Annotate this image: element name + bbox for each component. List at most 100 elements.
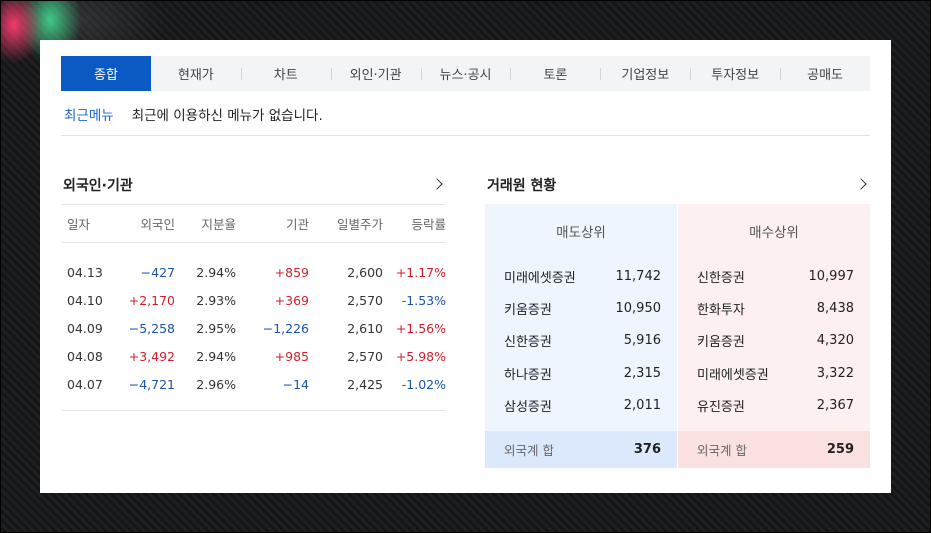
broker-volume: 2,315 — [623, 365, 661, 381]
foreign-cell: +2,170 — [128, 292, 175, 308]
broker-name: 한화투자 — [697, 302, 745, 318]
tab-summary[interactable]: 종합 — [61, 56, 151, 91]
list-item[interactable]: 신한증권 10,997 — [678, 260, 870, 292]
list-item[interactable]: 삼성증권 2,011 — [485, 389, 677, 421]
broker-name: 삼성증권 — [504, 399, 552, 415]
broker-name: 키움증권 — [504, 302, 552, 318]
broker-volume: 5,916 — [623, 333, 661, 349]
table-header: 일자 외국인 지분율 기관 일별주가 등락률 — [61, 204, 446, 243]
price-cell: 2,570 — [347, 348, 383, 364]
institution-cell: −1,226 — [262, 320, 309, 336]
broker-name: 유진증권 — [697, 399, 745, 415]
broker-name: 신한증권 — [504, 335, 552, 351]
share-cell: 2.93% — [196, 292, 236, 308]
date-cell: 04.10 — [67, 292, 103, 308]
tab-current-price[interactable]: 현재가 — [177, 68, 214, 83]
foreign-sum-row: 외국계 합 376 — [485, 431, 677, 468]
date-cell: 04.08 — [67, 348, 103, 364]
table-row: 04.09 −5,258 2.95% −1,226 2,610 +1.56% — [61, 314, 446, 342]
broker-name: 미래에셋증권 — [504, 270, 576, 286]
tab-news-disclosure[interactable]: 뉴스·공시 — [420, 56, 511, 91]
sell-top-header: 매도상위 — [556, 225, 606, 241]
list-item[interactable]: 키움증권 4,320 — [678, 325, 870, 357]
tab-discussion[interactable]: 토론 — [510, 56, 600, 91]
tab-short-selling[interactable]: 공매도 — [780, 56, 870, 91]
tab-investment-info[interactable]: 투자정보 — [690, 56, 780, 91]
foreign-cell: +3,492 — [128, 348, 175, 364]
date-cell: 04.07 — [67, 376, 103, 392]
table-row: 04.10 +2,170 2.93% +369 2,570 -1.53% — [61, 286, 446, 314]
broker-name: 키움증권 — [697, 335, 745, 351]
broker-volume: 10,997 — [808, 268, 855, 284]
share-cell: 2.94% — [196, 264, 236, 280]
tab-foreign-institution[interactable]: 외인·기관 — [330, 56, 421, 91]
tab-chart[interactable]: 차트 — [240, 56, 331, 91]
col-change-rate: 등락률 — [411, 217, 446, 232]
institution-cell: +985 — [274, 348, 309, 364]
table-row: 04.13 −427 2.94% +859 2,600 +1.17% — [61, 258, 446, 286]
buy-top-header: 매수상위 — [749, 225, 799, 241]
tab-bar: 종합 현재가 차트 외인·기관 뉴스·공시 토론 기업정보 투자정보 공매도 — [61, 56, 870, 91]
date-cell: 04.09 — [67, 320, 103, 336]
institution-cell: +369 — [274, 292, 309, 308]
broker-name: 신한증권 — [697, 270, 745, 286]
change-cell: -1.02% — [401, 376, 446, 392]
foreign-institution-title[interactable]: 외국인·기관 — [63, 178, 133, 194]
table-body: 04.13 −427 2.94% +859 2,600 +1.17% 04.10… — [61, 243, 446, 411]
stock-summary-panel: 종합 현재가 차트 외인·기관 뉴스·공시 토론 기업정보 투자정보 공매도 최… — [40, 40, 891, 493]
broker-volume: 8,438 — [816, 300, 854, 316]
broker-volume: 2,011 — [623, 397, 661, 413]
broker-status-title[interactable]: 거래원 현황 — [487, 178, 557, 194]
chevron-right-icon[interactable] — [431, 178, 443, 190]
broker-volume: 10,950 — [615, 300, 662, 316]
tab-company-info[interactable]: 기업정보 — [600, 56, 690, 91]
col-institution: 기관 — [285, 217, 309, 232]
broker-volume: 3,322 — [816, 365, 854, 381]
col-date: 일자 — [67, 217, 91, 232]
recent-menu-label: 최근메뉴 — [64, 108, 114, 124]
broker-volume: 11,742 — [615, 268, 662, 284]
broker-volume: 4,320 — [816, 333, 854, 349]
list-item[interactable]: 미래에셋증권 11,742 — [485, 260, 677, 292]
list-item[interactable]: 유진증권 2,367 — [678, 389, 870, 421]
price-cell: 2,600 — [347, 264, 383, 280]
foreign-cell: −5,258 — [128, 320, 175, 336]
change-cell: +5.98% — [395, 348, 446, 364]
foreign-sum-value: 376 — [633, 442, 661, 457]
buy-top-column: 매수상위 신한증권 10,997 한화투자 8,438 키움증권 4,320 미래에셋… — [678, 204, 870, 468]
broker-name: 미래에셋증권 — [697, 367, 769, 383]
foreign-cell: −4,721 — [128, 376, 175, 392]
recent-menu: 최근메뉴 최근에 이용하신 메뉴가 없습니다. — [64, 104, 323, 124]
col-foreign: 외국인 — [140, 217, 175, 232]
price-cell: 2,570 — [347, 292, 383, 308]
list-item[interactable]: 키움증권 10,950 — [485, 292, 677, 324]
share-cell: 2.96% — [196, 376, 236, 392]
table-row: 04.08 +3,492 2.94% +985 2,570 +5.98% — [61, 342, 446, 370]
change-cell: +1.17% — [395, 264, 446, 280]
recent-menu-empty-text: 최근에 이용하신 메뉴가 없습니다. — [131, 108, 323, 124]
price-cell: 2,425 — [347, 376, 383, 392]
divider — [61, 135, 870, 136]
share-cell: 2.95% — [196, 320, 236, 336]
change-cell: -1.53% — [401, 292, 446, 308]
broker-name: 하나증권 — [504, 367, 552, 383]
broker-status-table: 매도상위 미래에셋증권 11,742 키움증권 10,950 신한증권 5,916 하… — [485, 204, 870, 468]
foreign-institution-table: 일자 외국인 지분율 기관 일별주가 등락률 04.13 −427 2.94% … — [61, 204, 446, 411]
sell-top-column: 매도상위 미래에셋증권 11,742 키움증권 10,950 신한증권 5,916 하… — [485, 204, 677, 468]
foreign-sum-row: 외국계 합 259 — [678, 431, 870, 468]
col-share: 지분율 — [201, 217, 236, 232]
share-cell: 2.94% — [196, 348, 236, 364]
date-cell: 04.13 — [67, 264, 103, 280]
foreign-cell: −427 — [140, 264, 175, 280]
broker-volume: 2,367 — [816, 397, 854, 413]
institution-cell: +859 — [274, 264, 309, 280]
foreign-sum-value: 259 — [826, 442, 854, 457]
institution-cell: −14 — [282, 376, 309, 392]
list-item[interactable]: 미래에셋증권 3,322 — [678, 357, 870, 389]
list-item[interactable]: 하나증권 2,315 — [485, 357, 677, 389]
chevron-right-icon[interactable] — [855, 178, 867, 190]
list-item[interactable]: 한화투자 8,438 — [678, 292, 870, 324]
foreign-sum-label: 외국계 합 — [697, 443, 747, 458]
list-item[interactable]: 신한증권 5,916 — [485, 325, 677, 357]
table-row: 04.07 −4,721 2.96% −14 2,425 -1.02% — [61, 370, 446, 398]
